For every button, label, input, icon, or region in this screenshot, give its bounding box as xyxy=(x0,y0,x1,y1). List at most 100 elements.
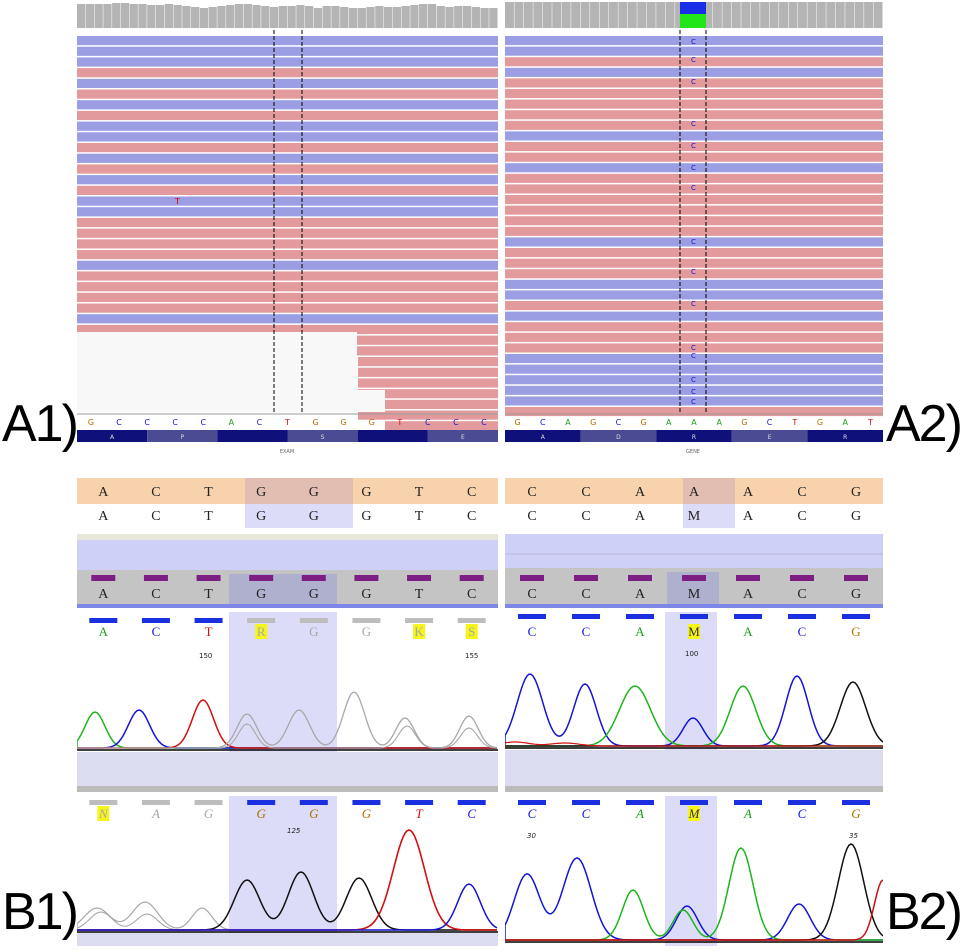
read xyxy=(77,185,498,195)
base-call: G xyxy=(851,806,861,821)
coverage-bar xyxy=(646,2,656,28)
base-call: A xyxy=(151,806,160,821)
coverage-bar xyxy=(103,4,112,28)
read-stack xyxy=(505,36,883,417)
consensus-base: C xyxy=(527,587,536,602)
read xyxy=(505,301,883,311)
read xyxy=(77,314,498,324)
sequence-base: A xyxy=(98,509,109,524)
variant-base: C xyxy=(691,268,696,276)
trace-2-position: 125 xyxy=(287,827,301,835)
coverage-bar xyxy=(375,6,384,28)
read xyxy=(77,217,498,228)
coverage-bar xyxy=(129,4,138,28)
consensus-base: C xyxy=(467,587,476,602)
variant-base: C xyxy=(691,398,696,406)
base-call-bar xyxy=(626,614,654,619)
trace-line xyxy=(505,879,883,941)
consensus-mark xyxy=(736,575,760,581)
trace-1-chromatogram xyxy=(77,691,498,749)
sequence-base: T xyxy=(415,485,424,500)
coverage-bar xyxy=(523,2,533,28)
panel-label-a2: A2) xyxy=(886,395,963,453)
coverage-bar xyxy=(138,4,147,28)
read xyxy=(77,36,498,46)
read xyxy=(505,364,883,374)
consensus-base: C xyxy=(151,587,160,602)
coverage-bar xyxy=(807,2,817,28)
trace-line xyxy=(505,673,883,747)
coverage-bar xyxy=(296,5,305,28)
read xyxy=(505,142,883,152)
ref-base: G xyxy=(312,418,318,427)
coverage-bar xyxy=(731,2,741,28)
consensus-mark xyxy=(628,575,652,581)
consensus-base: G xyxy=(361,587,371,602)
base-call: R xyxy=(257,624,266,639)
read xyxy=(385,421,498,431)
panel-label-a1: A1) xyxy=(2,395,79,453)
base-call-bar xyxy=(680,614,708,619)
sequence-base: G xyxy=(361,509,371,524)
read xyxy=(77,196,498,206)
base-call: G xyxy=(204,806,214,821)
trace-1-position: 100 xyxy=(685,650,698,658)
coverage-bar xyxy=(627,2,637,28)
variant-base: C xyxy=(691,164,696,172)
amino-acid-block xyxy=(580,430,657,442)
read xyxy=(358,410,498,420)
consensus-base: A xyxy=(98,587,109,602)
consensus-mark xyxy=(196,575,221,581)
coverage-bar xyxy=(741,2,751,28)
base-call: A xyxy=(635,624,645,639)
mismatch-base: T xyxy=(174,197,180,206)
variant-base: C xyxy=(691,38,696,46)
trace-1-position-155: 155 xyxy=(465,652,478,660)
sequence-base: G xyxy=(361,485,371,500)
read xyxy=(358,378,498,388)
trace-1-position-150: 150 xyxy=(199,652,212,660)
consensus-base: T xyxy=(204,587,213,602)
trace-1-chromatogram xyxy=(505,673,883,747)
coverage-bar xyxy=(278,6,287,28)
coverage-bar xyxy=(779,2,788,28)
coverage-bar xyxy=(366,7,375,28)
coverage-bar xyxy=(533,2,543,28)
sequence-base: T xyxy=(415,509,424,524)
coverage-bar xyxy=(471,7,480,28)
read xyxy=(77,110,498,121)
base-call: C xyxy=(582,624,591,639)
sequence-base: A xyxy=(635,509,646,524)
coverage-bar xyxy=(675,2,685,28)
sequence-base: C xyxy=(581,509,590,524)
read xyxy=(77,303,498,313)
base-call: A xyxy=(635,806,644,821)
ref-base: G xyxy=(640,418,646,427)
base-call: C xyxy=(582,806,591,821)
read xyxy=(505,396,883,406)
variant-coverage-blue xyxy=(680,2,706,14)
coverage-bar xyxy=(618,2,628,28)
read xyxy=(505,407,883,417)
base-call: G xyxy=(309,806,319,821)
sequence-base: A xyxy=(743,485,754,500)
base-call: C xyxy=(528,806,537,821)
ref-base: G xyxy=(88,418,94,427)
sequence-base: G xyxy=(309,485,319,500)
sequence-base: C xyxy=(797,485,806,500)
read xyxy=(505,279,883,289)
read xyxy=(505,120,883,130)
coverage-bar xyxy=(436,6,445,28)
base-call-bar xyxy=(734,800,762,805)
sequence-base: C xyxy=(527,485,536,500)
coverage-bar xyxy=(480,8,489,28)
base-call: A xyxy=(743,806,752,821)
read xyxy=(77,100,498,110)
ref-base: A xyxy=(565,418,571,427)
ref-base: A xyxy=(229,418,235,427)
ref-base: C xyxy=(144,418,150,427)
coverage-bar xyxy=(243,4,252,28)
